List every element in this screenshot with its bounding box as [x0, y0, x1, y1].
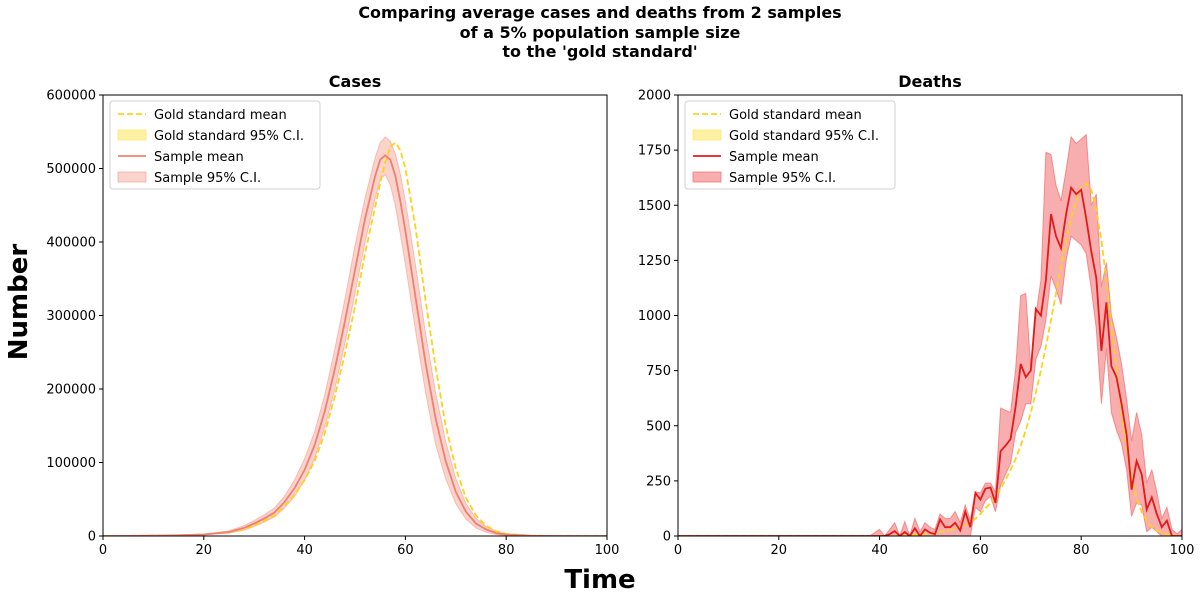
y-tick-label: 200000: [46, 383, 96, 398]
y-tick-label: 0: [663, 530, 671, 545]
deaths-title: Deaths: [898, 72, 962, 91]
x-tick-label: 80: [498, 543, 515, 558]
deaths-plot-area: [678, 133, 1182, 536]
sample-ci-band: [678, 133, 1182, 536]
legend: Gold standard mean Gold standard 95% C.I.…: [109, 100, 321, 190]
legend-gold-ci-label: Gold standard 95% C.I.: [729, 129, 879, 144]
y-tick-label: 500: [646, 419, 671, 434]
legend-sample-ci-swatch: [117, 171, 147, 183]
figure-title-line-3: to the 'gold standard': [502, 42, 698, 61]
x-tick-label: 100: [595, 543, 620, 558]
x-tick-label: 0: [99, 543, 107, 558]
y-tick-label: 300000: [46, 309, 96, 324]
deaths-panel: 0 20 40 60 80 1000250500750100012501500175020…: [638, 72, 1195, 558]
legend-sample-mean-label: Sample mean: [729, 150, 819, 165]
legend-gold-ci-swatch: [117, 129, 147, 141]
y-tick-label: 500000: [46, 162, 96, 177]
y-tick-label: 100000: [46, 456, 96, 471]
y-tick-label: 1500: [638, 199, 671, 214]
cases-plot-area: [103, 136, 607, 536]
x-tick-label: 40: [871, 543, 888, 558]
gold-standard-mean-line: [103, 141, 607, 536]
sample-mean-line: [678, 185, 1182, 536]
y-tick-label: 1000: [638, 309, 671, 324]
legend-box: [109, 100, 321, 190]
legend-gold-ci-swatch: [692, 129, 722, 141]
y-tick-label: 1750: [638, 144, 671, 159]
sample-mean-line: [103, 154, 607, 536]
x-tick-label: 0: [674, 543, 682, 558]
legend-sample-mean-label: Sample mean: [154, 150, 244, 165]
x-tick-label: 80: [1073, 543, 1090, 558]
x-tick-label: 100: [1170, 543, 1195, 558]
y-tick-label: 600000: [46, 89, 96, 104]
figure-x-axis-label: Time: [564, 565, 636, 595]
legend-box: [684, 100, 896, 190]
legend-gold-mean-label: Gold standard mean: [729, 108, 862, 123]
figure-title-line-1: Comparing average cases and deaths from …: [358, 3, 842, 22]
y-tick-label: 250: [646, 474, 671, 489]
x-tick-label: 40: [296, 543, 313, 558]
legend-sample-ci-label: Sample 95% C.I.: [729, 171, 836, 186]
legend-sample-ci-swatch: [692, 171, 722, 183]
y-tick-label: 400000: [46, 236, 96, 251]
x-tick-label: 60: [397, 543, 414, 558]
legend: Gold standard mean Gold standard 95% C.I.…: [684, 100, 896, 190]
legend-gold-mean-label: Gold standard mean: [154, 108, 287, 123]
y-tick-label: 750: [646, 364, 671, 379]
legend-gold-ci-label: Gold standard 95% C.I.: [154, 129, 304, 144]
x-tick-label: 20: [771, 543, 788, 558]
y-tick-label: 0: [88, 530, 96, 545]
y-tick-label: 1250: [638, 254, 671, 269]
x-tick-label: 20: [196, 543, 213, 558]
figure-title: Comparing average cases and deaths from …: [0, 3, 1200, 62]
gold-standard-mean-line: [678, 181, 1182, 536]
cases-panel: 0 20 40 60 80 100 0 100000 200000 300000 400000 500…: [46, 72, 619, 558]
legend-sample-ci-label: Sample 95% C.I.: [154, 171, 261, 186]
sample-ci-band: [103, 136, 607, 536]
cases-title: Cases: [329, 72, 381, 91]
figure-title-line-2: of a 5% population sample size: [459, 22, 741, 42]
x-tick-label: 60: [972, 543, 989, 558]
y-tick-label: 2000: [638, 89, 671, 104]
